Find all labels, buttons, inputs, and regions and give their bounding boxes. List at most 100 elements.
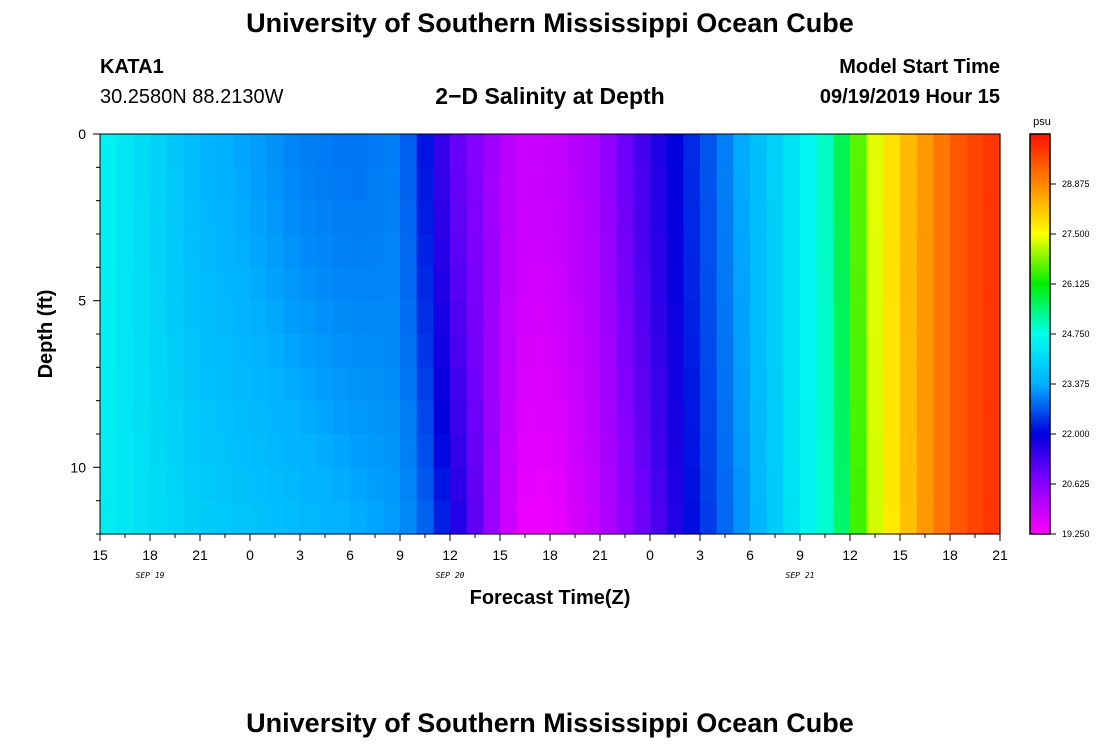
- heatmap-cell: [716, 300, 734, 335]
- heatmap-cell: [466, 367, 484, 402]
- heatmap-cell: [233, 234, 251, 268]
- heatmap-cell: [616, 167, 634, 202]
- heatmap-cell: [983, 500, 1001, 535]
- heatmap-cell: [383, 500, 401, 535]
- heatmap-cell: [866, 467, 884, 502]
- heatmap-cell: [816, 234, 834, 268]
- heatmap-cell: [716, 234, 734, 268]
- heatmap-cell: [583, 200, 601, 235]
- heatmap-cell: [100, 134, 118, 168]
- heatmap-cell: [916, 367, 934, 402]
- heatmap-cell: [150, 234, 168, 268]
- heatmap-cell: [333, 134, 351, 168]
- heatmap-cell: [866, 334, 884, 368]
- heatmap-cell: [450, 267, 468, 302]
- heatmap-cell: [116, 434, 134, 468]
- heatmap-cell: [850, 400, 868, 435]
- x-axis-label: Forecast Time(Z): [470, 587, 631, 609]
- heatmap-cell: [833, 234, 851, 268]
- heatmap-cell: [433, 500, 451, 535]
- heatmap-cell: [683, 467, 701, 502]
- heatmap-cell: [716, 434, 734, 468]
- heatmap-cell: [750, 367, 768, 402]
- heatmap-cell: [300, 467, 318, 502]
- heatmap-cell: [616, 334, 634, 368]
- heatmap-cell: [833, 134, 851, 168]
- heatmap-cell: [650, 400, 668, 435]
- heatmap-cell: [700, 167, 718, 202]
- heatmap-cell: [200, 500, 218, 535]
- heatmap-cell: [316, 300, 334, 335]
- heatmap-cell: [700, 134, 718, 168]
- heatmap-cell: [900, 200, 918, 235]
- heatmap-cell: [683, 234, 701, 268]
- heatmap-cell: [200, 334, 218, 368]
- heatmap-cell: [683, 334, 701, 368]
- heatmap-cell: [266, 467, 284, 502]
- heatmap-cell: [433, 300, 451, 335]
- heatmap-cell: [183, 167, 201, 202]
- heatmap-cell: [750, 334, 768, 368]
- heatmap-cell: [150, 400, 168, 435]
- heatmap-cell: [950, 134, 968, 168]
- heatmap-cell: [716, 334, 734, 368]
- heatmap-cell: [116, 167, 134, 202]
- heatmap-cell: [350, 500, 368, 535]
- heatmap-cell: [916, 167, 934, 202]
- colorbar-ramp: [1029, 133, 1051, 535]
- colorbar-tick-label: 27.500: [1062, 229, 1090, 239]
- heatmap-cell: [716, 167, 734, 202]
- heatmap-cell: [633, 167, 651, 202]
- heatmap-cell: [116, 467, 134, 502]
- heatmap-cell: [766, 300, 784, 335]
- heatmap-cell: [600, 467, 618, 502]
- heatmap-cell: [883, 267, 901, 302]
- heatmap-cell: [966, 400, 984, 435]
- heatmap-cell: [400, 267, 418, 302]
- heatmap-cell: [950, 234, 968, 268]
- heatmap-cell: [216, 334, 234, 368]
- x-tick-label: 9: [796, 547, 804, 563]
- heatmap-cell: [233, 434, 251, 468]
- heatmap-cell: [833, 367, 851, 402]
- heatmap-cell: [216, 467, 234, 502]
- heatmap-cell: [250, 300, 268, 335]
- x-tick-label: 15: [492, 547, 508, 563]
- heatmap-cell: [166, 434, 184, 468]
- heatmap-cell: [633, 334, 651, 368]
- heatmap-cell: [333, 500, 351, 535]
- heatmap-cell: [600, 234, 618, 268]
- heatmap-cell: [166, 267, 184, 302]
- heatmap-cell: [633, 400, 651, 435]
- heatmap-cell: [950, 400, 968, 435]
- heatmap-cell: [350, 200, 368, 235]
- heatmap-cell: [266, 400, 284, 435]
- heatmap-cell: [733, 267, 751, 302]
- heatmap-cell: [183, 400, 201, 435]
- heatmap-cell: [866, 300, 884, 335]
- heatmap-cell: [466, 234, 484, 268]
- heatmap-cell: [133, 200, 151, 235]
- heatmap-cell: [600, 334, 618, 368]
- heatmap-cell: [733, 334, 751, 368]
- heatmap-cell: [266, 134, 284, 168]
- heatmap-cell: [433, 400, 451, 435]
- heatmap-cell: [766, 367, 784, 402]
- heatmap-cell: [550, 234, 568, 268]
- heatmap-cell: [283, 200, 301, 235]
- heatmap-cell: [266, 167, 284, 202]
- heatmap-cell: [683, 434, 701, 468]
- heatmap-cell: [666, 434, 684, 468]
- heatmap-cell: [600, 367, 618, 402]
- heatmap-cell: [116, 500, 134, 535]
- heatmap-cell: [350, 134, 368, 168]
- heatmap-cell: [316, 500, 334, 535]
- x-tick-label: 3: [696, 547, 704, 563]
- colorbar-tick-label: 20.625: [1062, 479, 1090, 489]
- heatmap-cell: [450, 434, 468, 468]
- heatmap-cell: [883, 400, 901, 435]
- heatmap-cell: [100, 434, 118, 468]
- heatmap-cell: [100, 400, 118, 435]
- heatmap-cell: [650, 300, 668, 335]
- heatmap-cell: [800, 200, 818, 235]
